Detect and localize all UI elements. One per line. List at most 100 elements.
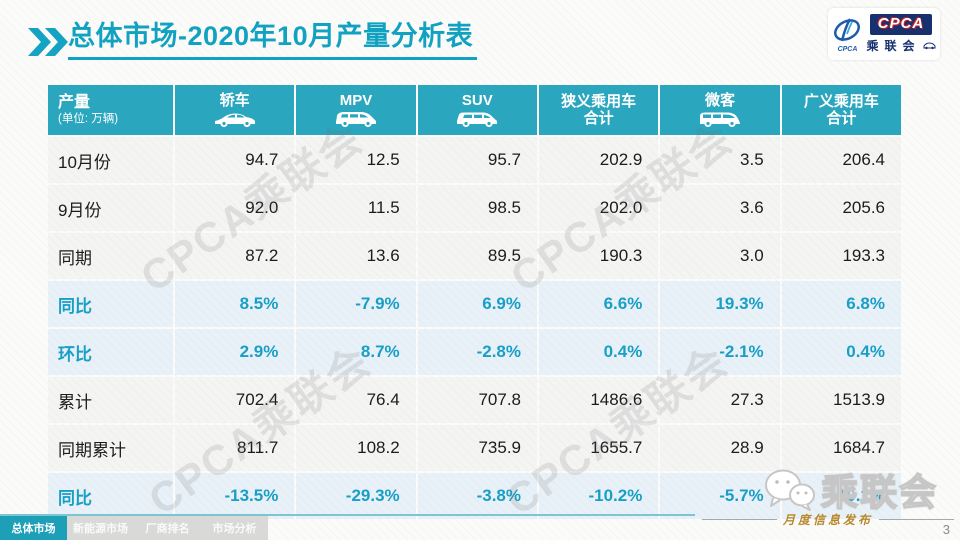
- data-cell: -7.9%: [296, 281, 416, 327]
- data-cell: 8.5%: [175, 281, 295, 327]
- data-cell: 707.8: [417, 377, 537, 423]
- table-row: 同比 -13.5% -29.3% -3.8% -10.2% -5.7% -10.1%: [48, 473, 901, 519]
- data-cell: 190.3: [539, 233, 659, 279]
- row-label: 10月份: [48, 137, 173, 183]
- data-cell: 108.2: [296, 425, 416, 471]
- table-row: 累计 702.4 76.4 707.8 1486.6 27.3 1513.9: [48, 377, 901, 423]
- table-row: 环比 2.9% 8.7% -2.8% 0.4% -2.1% 0.4%: [48, 329, 901, 375]
- data-cell: -10.2%: [539, 473, 659, 519]
- data-cell: 11.5: [296, 185, 416, 231]
- page-title: 总体市场-2020年10月产量分析表: [68, 20, 478, 61]
- wechat-brand: 乘联会: [761, 462, 938, 516]
- row-label: 9月份: [48, 185, 173, 231]
- header-cell-production: 产量 (单位: 万辆): [48, 85, 173, 135]
- logo-swoosh-icon: [834, 17, 861, 41]
- data-cell: -2.8%: [417, 329, 537, 375]
- publication-divider: 月度信息发布: [702, 511, 955, 527]
- data-cell: 206.4: [781, 137, 901, 183]
- footer-accent-line: [0, 514, 695, 516]
- logo-cn-text: 乘联会: [866, 38, 921, 53]
- data-cell: 6.9%: [417, 281, 537, 327]
- data-cell: 19.3%: [660, 281, 780, 327]
- data-cell: 202.9: [539, 137, 659, 183]
- column-header-4: 狭义乘用车 合计: [539, 85, 659, 135]
- column-header-6: 广义乘用车 合计: [781, 85, 901, 135]
- data-cell: 89.5: [417, 233, 537, 279]
- column-header-1: 轿车: [175, 85, 295, 135]
- data-cell: -29.3%: [296, 473, 416, 519]
- data-cell: 202.0: [539, 185, 659, 231]
- divider-line: [879, 518, 955, 520]
- logo-cpca-text: CPCA: [869, 14, 933, 35]
- data-cell: 1513.9: [781, 377, 901, 423]
- data-cell: 702.4: [175, 377, 295, 423]
- data-cell: 27.3: [660, 377, 780, 423]
- column-header-label: 轿车: [219, 91, 250, 109]
- table-row: 同期累计 811.7 108.2 735.9 1655.7 28.9 1684.7: [48, 425, 901, 471]
- column-header-label: 合计: [583, 110, 614, 127]
- table-row: 同期 87.2 13.6 89.5 190.3 3.0 193.3: [48, 233, 901, 279]
- column-header-label: 合计: [826, 110, 857, 127]
- data-cell: -13.5%: [175, 473, 295, 519]
- row-label: 同期累计: [48, 425, 173, 471]
- column-header-label: MPV: [339, 91, 373, 109]
- double-chevron-icon: [28, 28, 68, 56]
- footer-tab-2[interactable]: 新能源市场: [73, 523, 128, 535]
- data-cell: 1655.7: [539, 425, 659, 471]
- table-row: 同比 8.5% -7.9% 6.9% 6.6% 19.3% 6.8%: [48, 281, 901, 327]
- data-cell: 811.7: [175, 425, 295, 471]
- column-header-label: 狭义乘用车: [561, 92, 637, 110]
- logo-cpca-small-text: CPCA: [837, 45, 858, 53]
- data-cell: -2.1%: [660, 329, 780, 375]
- data-cell: 28.9: [660, 425, 780, 471]
- wechat-brand-text: 乘联会: [820, 471, 938, 514]
- footer-tab-bar: 总体市场 新能源市场 厂商排名 市场分析: [0, 516, 268, 540]
- footer-tab-3[interactable]: 厂商排名: [145, 523, 190, 535]
- row-label: 同比: [48, 281, 173, 327]
- data-cell: 1486.6: [539, 377, 659, 423]
- logo-car-icon: [923, 42, 935, 49]
- minibus-icon: [699, 112, 740, 128]
- data-cell: 3.6: [660, 185, 780, 231]
- divider-line: [702, 518, 777, 520]
- data-cell: 8.7%: [296, 329, 416, 375]
- publication-label: 月度信息发布: [783, 512, 874, 527]
- page-number: 3: [942, 522, 950, 537]
- sedan-icon: [214, 113, 255, 128]
- data-cell: 205.6: [781, 185, 901, 231]
- data-cell: 98.5: [417, 185, 537, 231]
- data-cell: 3.5: [660, 137, 780, 183]
- column-header-2: MPV: [296, 85, 416, 135]
- data-cell: 0.4%: [781, 329, 901, 375]
- data-cell: 94.7: [175, 137, 295, 183]
- data-cell: 2.9%: [175, 329, 295, 375]
- row-label: 环比: [48, 329, 173, 375]
- cpca-logo: CPCA CPCA 乘联会: [828, 8, 940, 60]
- mpv-icon: [335, 112, 376, 128]
- data-cell: 95.7: [417, 137, 537, 183]
- data-cell: 92.0: [175, 185, 295, 231]
- header-production-unit: (单位: 万辆): [58, 112, 119, 125]
- column-header-3: SUV: [417, 85, 537, 135]
- data-cell: 193.3: [781, 233, 901, 279]
- table-row: 10月份 94.7 12.5 95.7 202.9 3.5 206.4: [48, 137, 901, 183]
- column-header-5: 微客: [660, 85, 780, 135]
- row-label: 同期: [48, 233, 173, 279]
- data-cell: 13.6: [296, 233, 416, 279]
- wechat-icon: [765, 469, 815, 511]
- data-cell: 12.5: [296, 137, 416, 183]
- table-header-row: 产量 (单位: 万辆) 轿车 MPV SUV 狭义乘用车 合计 微客 广义乘用车 合计: [48, 85, 901, 135]
- row-label: 累计: [48, 377, 173, 423]
- header-production-title: 产量: [58, 94, 91, 112]
- table-row: 9月份 92.0 11.5 98.5 202.0 3.6 205.6: [48, 185, 901, 231]
- production-table: 产量 (单位: 万辆) 轿车 MPV SUV 狭义乘用车 合计 微客 广义乘用车 合计…: [48, 85, 901, 521]
- data-cell: -5.7%: [660, 473, 780, 519]
- footer-tab-1[interactable]: 总体市场: [0, 516, 67, 540]
- data-cell: 0.4%: [539, 329, 659, 375]
- data-cell: 735.9: [417, 425, 537, 471]
- data-cell: -3.8%: [417, 473, 537, 519]
- footer-tab-4[interactable]: 市场分析: [212, 523, 257, 535]
- data-cell: 6.8%: [781, 281, 901, 327]
- data-cell: 76.4: [296, 377, 416, 423]
